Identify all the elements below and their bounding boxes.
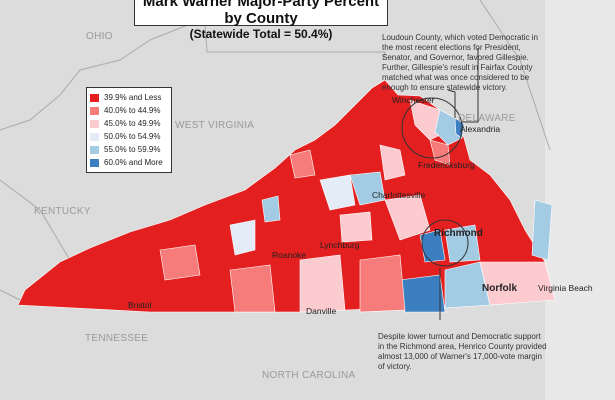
city-label: Roanoke [272,250,307,260]
city-label: Fredericksburg [418,160,475,170]
map-title: Mark Warner Major-Party Percent by Count… [134,0,388,41]
legend-item: 60.0% and More [90,156,168,169]
state-label: DELAWARE [458,113,516,124]
loudoun-note: Loudoun County, which voted Democratic i… [382,33,538,92]
border-wv-md [204,24,386,61]
state-label: OHIO [86,31,113,42]
title-line2: (Statewide Total = 50.4%) [189,27,333,41]
city-label: Bristol [128,300,152,310]
state-label: WEST VIRGINIA [175,120,255,131]
legend-item: 45.0% to 49.9% [90,117,168,130]
city-label: Winchester [392,95,435,105]
state-label: KENTUCKY [34,206,91,217]
city-label: Virginia Beach [538,283,593,293]
border-ohio [0,19,201,131]
city-label: Lynchburg [320,240,360,250]
legend-item: 39.9% and Less [90,91,168,104]
state-label: NORTH CAROLINA [262,370,356,381]
title-line1: Mark Warner Major-Party Percent by Count… [142,0,380,27]
city-label: Alexandria [460,124,501,134]
city-label: Norfolk [482,283,517,294]
city-label: Charlottesville [372,190,426,200]
legend-item: 55.0% to 59.9% [90,143,168,156]
city-label: Danville [306,306,337,316]
city-label: Richmond [434,228,483,239]
henrico-note: Despite lower turnout and Democratic sup… [378,332,547,371]
legend-item: 40.0% to 44.9% [90,104,168,117]
legend: 39.9% and Less 40.0% to 44.9% 45.0% to 4… [86,87,172,173]
state-label: TENNESSEE [85,333,149,344]
legend-item: 50.0% to 54.9% [90,130,168,143]
